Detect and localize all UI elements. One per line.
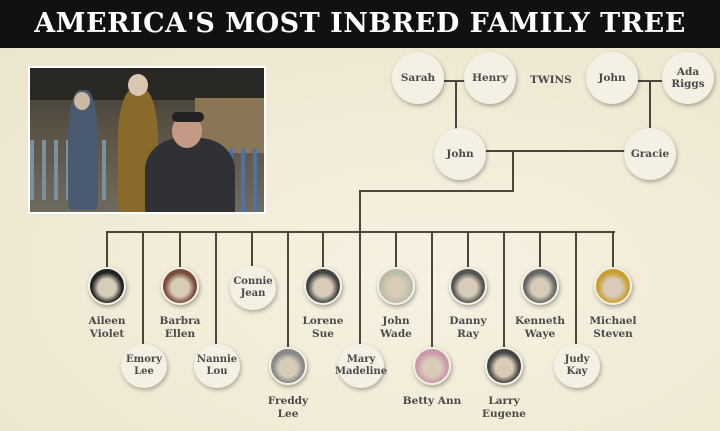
node-nannie-lou: Nannie Lou: [194, 344, 240, 388]
photo-barbra-ellen: [161, 267, 199, 305]
connector-line: [179, 232, 181, 267]
photo-kenneth-waye: [521, 267, 559, 305]
label-john-wade: John Wade: [380, 315, 412, 340]
connector-line: [503, 232, 505, 347]
label-barbra-ellen: Barbra Ellen: [159, 315, 201, 340]
page-title: AMERICA'S MOST INBRED FAMILY TREE: [0, 0, 720, 48]
label-danny-ray: Danny Ray: [449, 315, 487, 340]
connector-line: [215, 232, 217, 344]
connector-line: [612, 232, 614, 267]
label-freddy-lee: Freddy Lee: [267, 395, 309, 420]
label-lorene-sue: Lorene Sue: [302, 315, 344, 340]
label-michael-steven: Michael Steven: [589, 315, 637, 340]
connector-line: [575, 232, 577, 344]
node-connie-jean: Connie Jean: [230, 266, 276, 310]
connector-line: [106, 232, 108, 267]
label-larry-eugene: Larry Eugene: [482, 395, 526, 420]
connector-line: [395, 232, 397, 267]
node-sarah: Sarah: [392, 52, 444, 104]
photo-michael-steven: [594, 267, 632, 305]
family-photo: [28, 66, 266, 214]
photo-larry-eugene: [485, 347, 523, 385]
photo-aileen-violet: [88, 267, 126, 305]
photo-betty-ann: [413, 347, 451, 385]
connector-line: [322, 232, 324, 267]
node-emory-lee: Emory Lee: [121, 344, 167, 388]
twins-label: TWINS: [530, 74, 572, 86]
connector-line: [359, 232, 361, 344]
photo-lorene-sue: [304, 267, 342, 305]
label-betty-ann: Betty Ann: [402, 395, 462, 407]
node-john-grandparent: John: [586, 52, 638, 104]
connector-line: [431, 232, 433, 347]
label-kenneth-waye: Kenneth Waye: [514, 315, 565, 340]
connector-line: [142, 232, 144, 344]
node-ada-riggs: Ada Riggs: [662, 52, 714, 104]
connector-line: [467, 232, 469, 267]
node-henry: Henry: [464, 52, 516, 104]
photo-danny-ray: [449, 267, 487, 305]
node-judy-kay: Judy Kay: [554, 344, 600, 388]
photo-freddy-lee: [269, 347, 307, 385]
connector-line: [251, 232, 253, 266]
label-aileen-violet: Aileen Violet: [88, 315, 126, 340]
node-mary-madeline: Mary Madeline: [335, 344, 387, 388]
photo-john-wade: [377, 267, 415, 305]
node-gracie: Gracie: [624, 128, 676, 180]
connector-line: [539, 232, 541, 267]
node-john-father: John: [434, 128, 486, 180]
connector-line: [287, 232, 289, 347]
